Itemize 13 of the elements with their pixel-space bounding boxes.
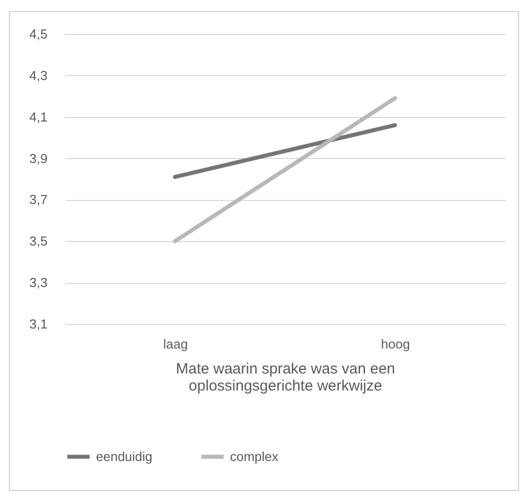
y-tick-label: 3,9 <box>29 150 48 166</box>
legend-label: eenduidig <box>96 448 152 464</box>
y-tick-label: 3,5 <box>29 234 48 249</box>
x-axis-title: Mate waarin sprake was van een oplossingsgerichte werkwijze <box>176 360 396 394</box>
y-tick-label: 3,1 <box>29 316 48 332</box>
x-tick-label: laag <box>163 336 188 352</box>
y-tick-label: 4,5 <box>29 26 48 42</box>
x-tick-label: hoog <box>381 336 410 352</box>
y-tick-label: 4,3 <box>29 68 48 83</box>
y-tick-label: 4,1 <box>29 109 48 124</box>
legend-label: complex <box>230 448 279 464</box>
y-tick-label: 3,3 <box>29 275 48 290</box>
y-tick-label: 3,7 <box>29 192 48 208</box>
